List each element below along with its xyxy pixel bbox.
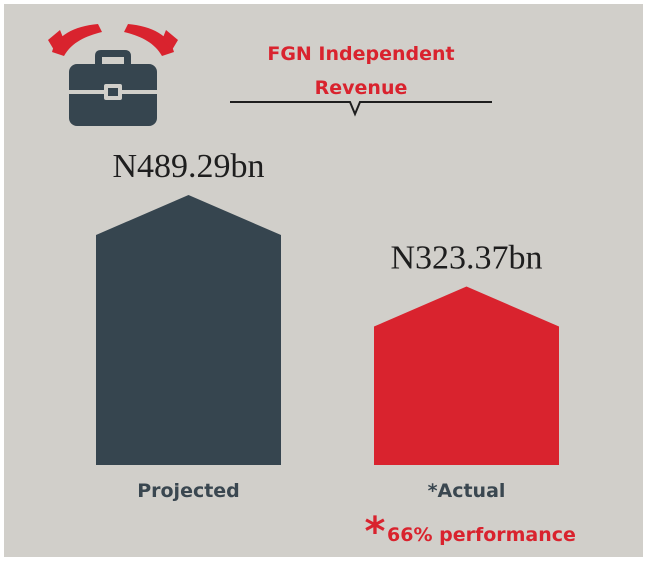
title-underline xyxy=(230,101,492,117)
chart-title: FGN Independent xyxy=(267,43,454,65)
footnote-marker: * xyxy=(365,509,386,555)
bar xyxy=(374,286,559,465)
footnote: 66% performance xyxy=(387,524,576,546)
bar xyxy=(96,195,281,465)
x-tick-label: *Actual xyxy=(428,480,506,502)
x-tick-label: Projected xyxy=(137,480,240,502)
chart-title: Revenue xyxy=(315,77,408,99)
icon xyxy=(48,24,178,126)
value-label: N489.29bn xyxy=(112,148,264,185)
value-label: N323.37bn xyxy=(390,240,542,277)
